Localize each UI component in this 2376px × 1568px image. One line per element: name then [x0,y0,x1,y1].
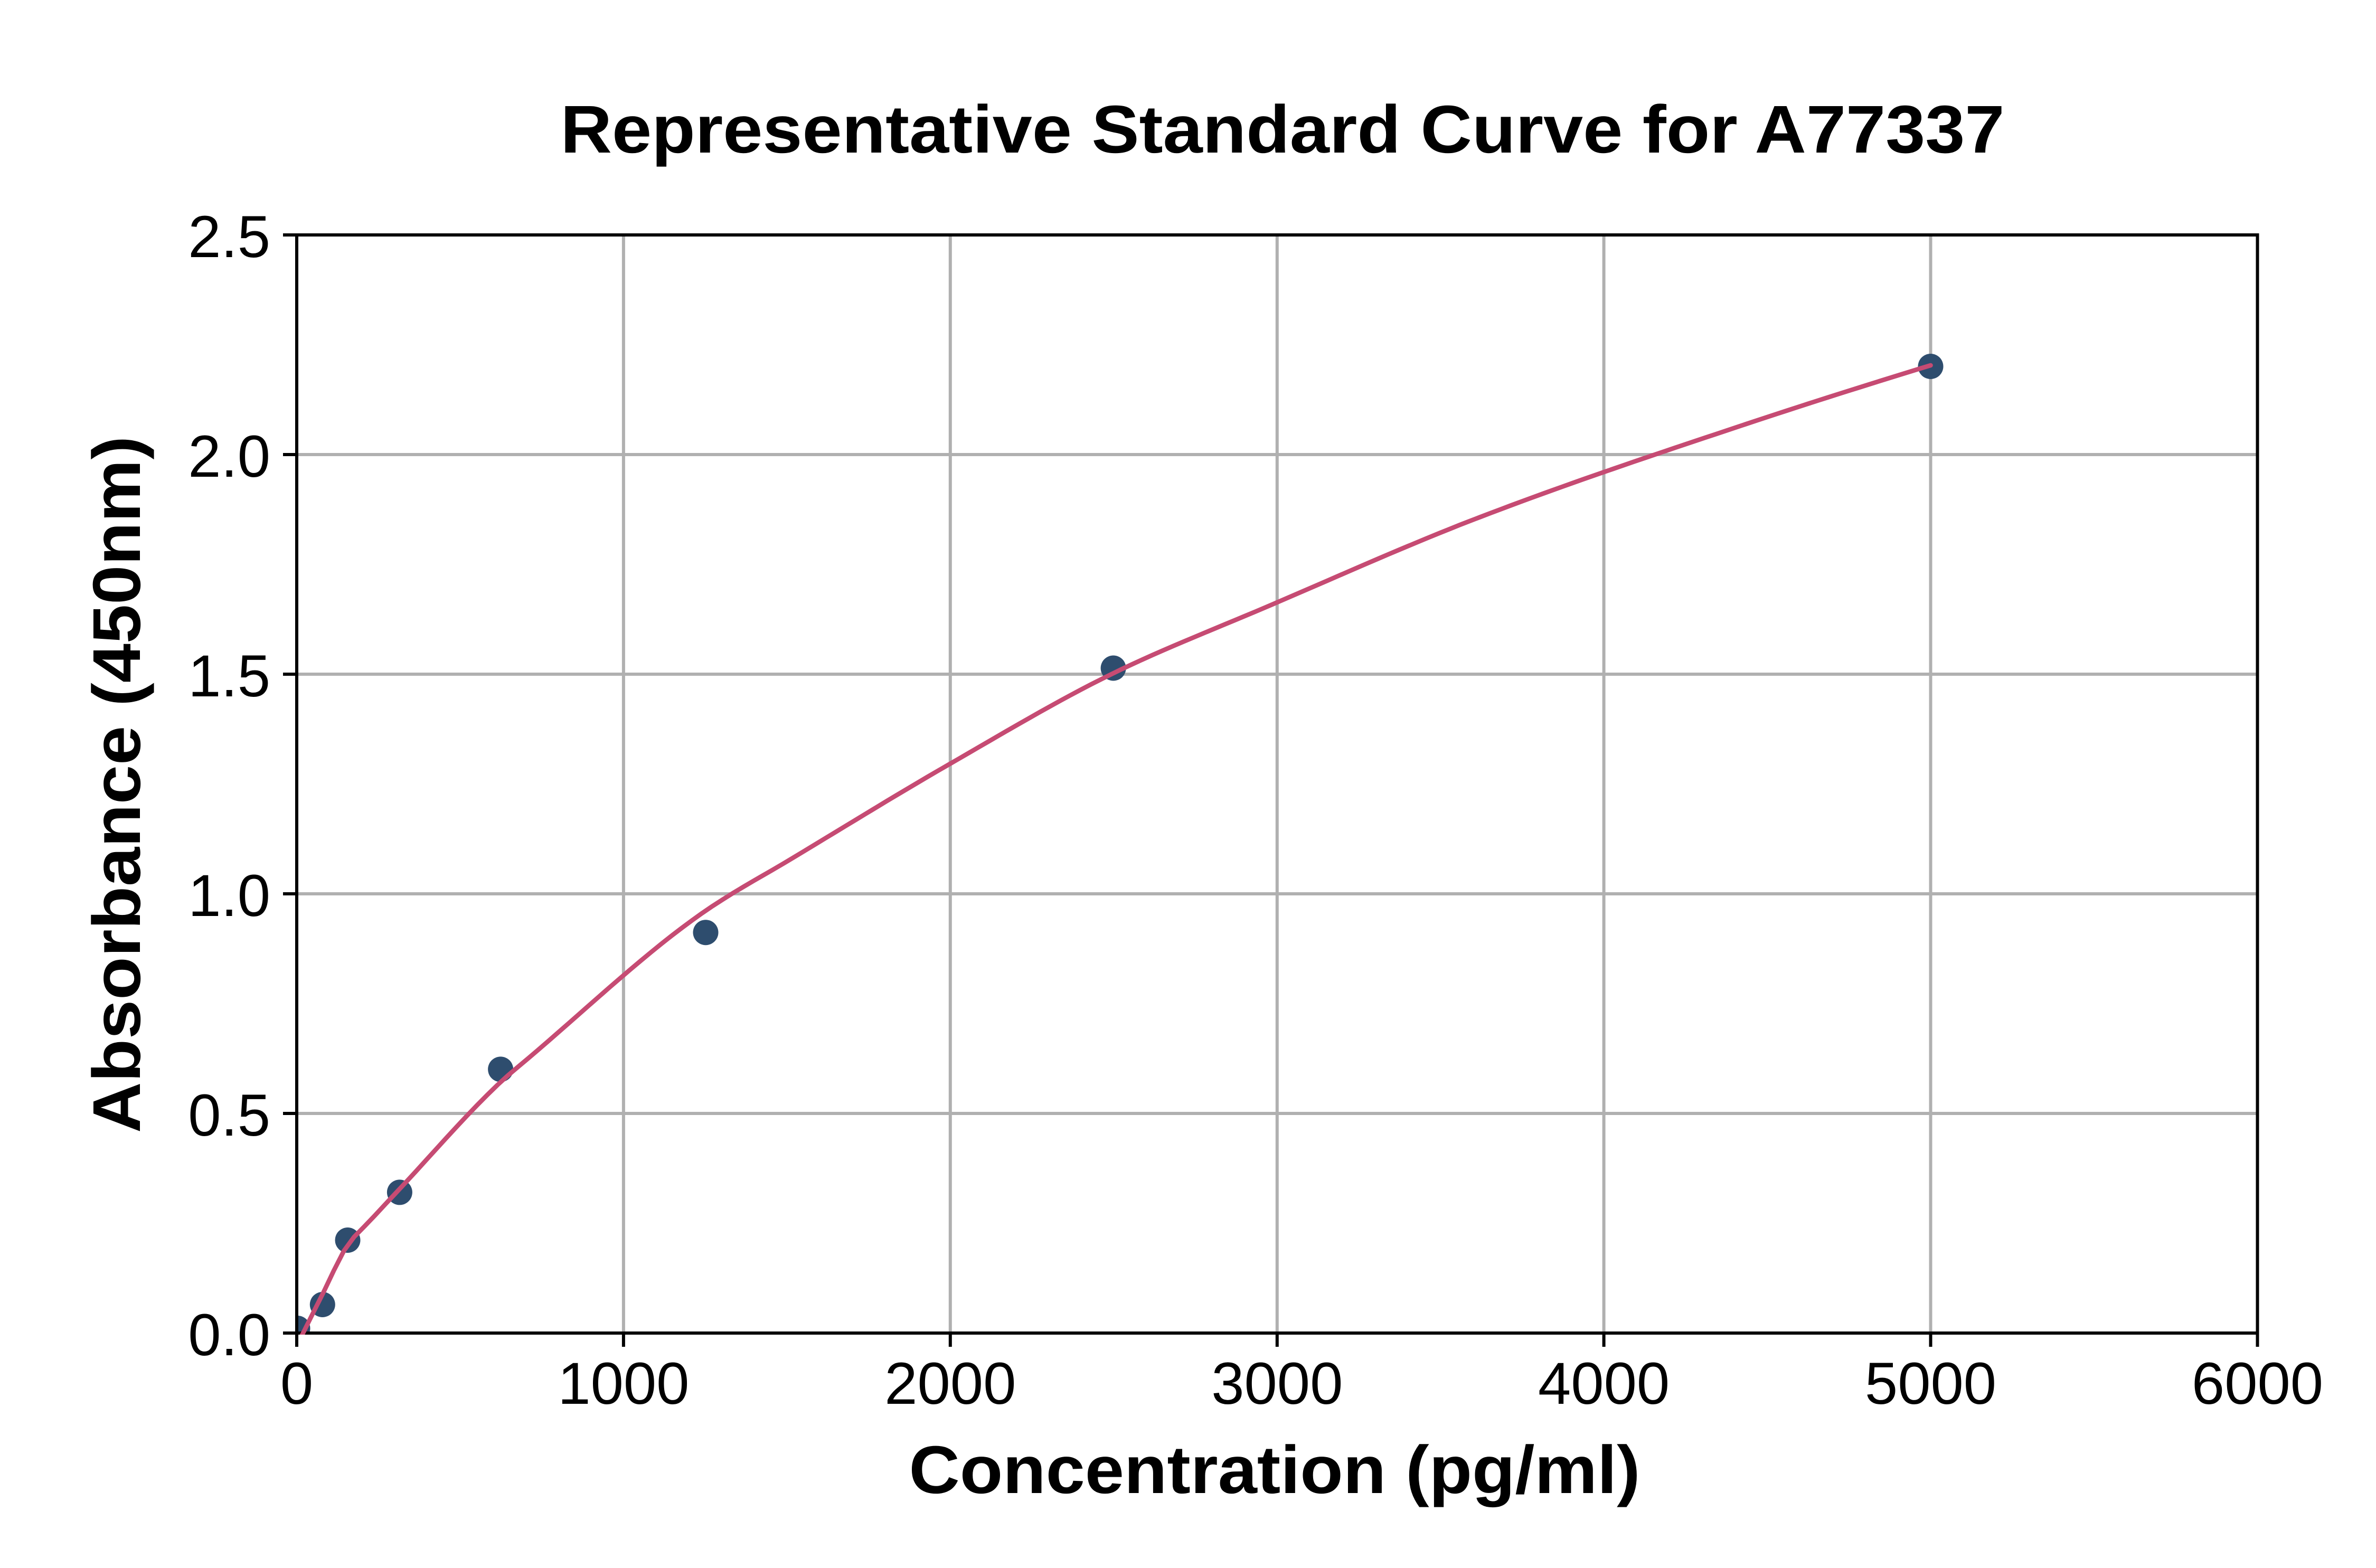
svg-text:1.5: 1.5 [188,643,270,709]
svg-text:2.0: 2.0 [188,423,270,489]
svg-text:4000: 4000 [1538,1350,1670,1416]
svg-text:1000: 1000 [558,1350,689,1416]
svg-text:0: 0 [280,1350,313,1416]
svg-text:3000: 3000 [1211,1350,1343,1416]
svg-text:1.0: 1.0 [188,863,270,929]
svg-text:Concentration (pg/ml): Concentration (pg/ml) [909,1432,1640,1508]
svg-text:0.5: 0.5 [188,1082,270,1148]
svg-text:2000: 2000 [884,1350,1016,1416]
svg-text:2.5: 2.5 [188,204,270,270]
svg-text:6000: 6000 [2192,1350,2323,1416]
svg-text:Absorbance (450nm): Absorbance (450nm) [79,436,155,1133]
svg-text:Representative Standard Curve: Representative Standard Curve for A77337 [561,92,2005,167]
svg-text:5000: 5000 [1865,1350,1996,1416]
svg-text:0.0: 0.0 [188,1302,270,1368]
